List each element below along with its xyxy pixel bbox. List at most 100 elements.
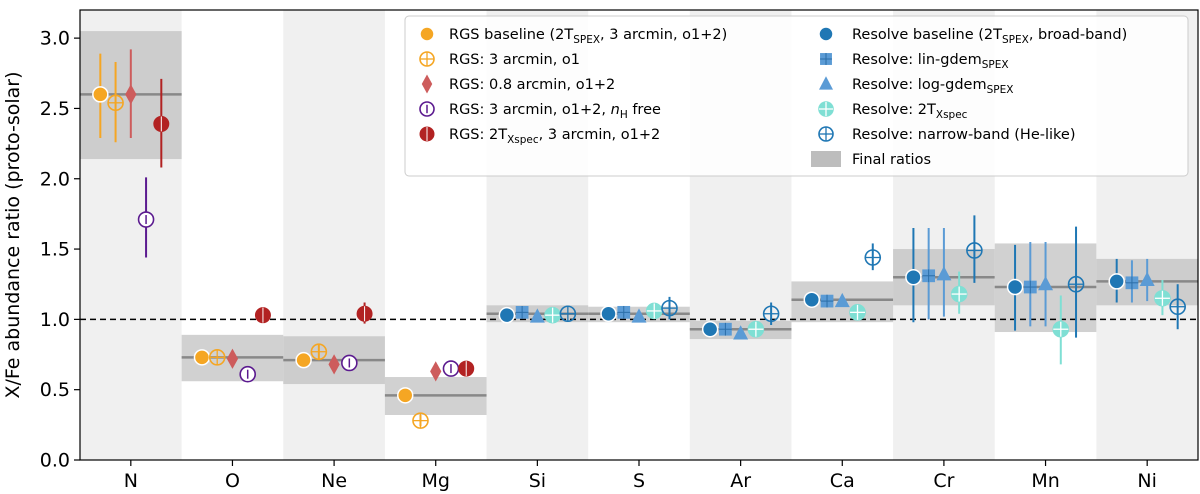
legend-entry-right-1 (820, 53, 832, 65)
series-7 (529, 227, 1155, 340)
legend-entry-right-2 (819, 76, 833, 90)
marker (396, 387, 414, 404)
series-2 (125, 49, 442, 382)
data-point-Ar (747, 320, 765, 338)
legend-label-text: Resolve baseline (2T (852, 27, 1002, 43)
y-tick-label: 0.0 (40, 450, 70, 472)
marker (226, 348, 239, 369)
legend-label: RGS: 3 arcmin, o1+2, nH free (449, 102, 661, 121)
data-point-Ar (762, 302, 780, 325)
legend-label-subscript: SPEX (987, 84, 1014, 96)
data-points (92, 49, 1186, 429)
series-3 (137, 177, 460, 383)
legend-entry-left-2 (421, 74, 433, 94)
data-point-O (226, 348, 239, 369)
legend-label-subscript: Xspec (936, 109, 968, 121)
x-tick-label-Ca: Ca (830, 470, 855, 492)
marker (701, 320, 719, 338)
data-point-Ne (310, 343, 328, 361)
legend-label-text: Resolve: lin-gdem (852, 52, 982, 68)
data-point-Ni (1154, 280, 1171, 316)
data-point-Ca (834, 292, 850, 308)
legend-label-text: Final ratios (852, 152, 931, 168)
legend-label: Resolve: lin-gdemSPEX (852, 52, 1009, 71)
data-point-S (600, 305, 617, 322)
data-point-Ca (803, 291, 821, 308)
data-point-Ar (719, 322, 732, 336)
data-point-Ar (701, 320, 719, 338)
legend-label-text: RGS: 0.8 arcmin, o1+2 (449, 77, 615, 93)
data-point-N (92, 53, 109, 138)
legend-label: RGS: 3 arcmin, o1 (449, 52, 580, 68)
data-point-Si (498, 306, 516, 324)
legend-label-tail: , 3 arcmin, o1+2 (539, 127, 661, 143)
legend-entry-left-4 (419, 126, 435, 142)
data-point-O (239, 365, 256, 383)
marker (498, 306, 516, 324)
marker (819, 76, 833, 90)
data-point-Cr (936, 227, 952, 317)
band-Ne (283, 10, 385, 460)
legend: RGS baseline (2TSPEX, 3 arcmin, o1+2)RGS… (404, 15, 1189, 177)
legend-label: Final ratios (852, 152, 931, 168)
data-point-Si (544, 306, 561, 324)
data-point-S (617, 305, 631, 319)
data-point-Cr (950, 271, 968, 314)
legend-label-text: Resolve: 2T (852, 102, 936, 118)
legend-label: Resolve baseline (2TSPEX, broad-band) (852, 27, 1127, 46)
series-6 (515, 227, 1139, 336)
legend-entry-left-1 (419, 51, 435, 67)
x-tick-label-O: O (225, 470, 240, 492)
legend-label: Resolve: 2TXspec (852, 102, 968, 121)
data-point-Mg (458, 360, 475, 377)
marker (905, 268, 922, 286)
y-tick-label: 3.0 (40, 28, 70, 50)
data-point-N (153, 78, 170, 168)
marker (125, 84, 137, 105)
y-tick-label: 0.5 (40, 379, 70, 401)
marker (803, 291, 821, 308)
legend-label-text: Resolve: log-gdem (852, 77, 987, 93)
legend-swatch (811, 151, 841, 167)
legend-label-italic: n (611, 102, 620, 118)
legend-entry-right-4 (818, 126, 834, 142)
legend-label-subscript: Xspec (507, 134, 539, 146)
legend-label-text: Resolve: narrow-band (He-like) (852, 127, 1076, 143)
data-point-Cr (922, 227, 936, 320)
legend-label-text: RGS baseline (2T (449, 27, 573, 43)
data-point-S (645, 302, 663, 320)
marker (328, 354, 340, 375)
data-point-Mn (1052, 295, 1070, 365)
marker (834, 292, 850, 308)
data-point-Ni (1169, 284, 1186, 330)
x-tick-label-Cr: Cr (933, 470, 954, 492)
legend-label: RGS baseline (2TSPEX, 3 arcmin, o1+2) (449, 27, 727, 46)
data-point-Mg (442, 360, 460, 377)
data-point-O (254, 307, 271, 324)
data-point-Si (559, 305, 577, 323)
marker (529, 308, 545, 323)
data-point-N (107, 62, 124, 143)
series-8 (544, 271, 1171, 365)
data-point-Ne (356, 302, 373, 324)
legend-label-text: RGS: 3 arcmin, o1 (449, 52, 580, 68)
data-point-Ni (1108, 258, 1125, 303)
legend-label-tail: , broad-band) (1029, 27, 1127, 43)
data-point-Ar (733, 325, 749, 340)
data-point-O (193, 349, 211, 366)
y-axis-label: X/Fe abundance ratio (proto-solar) (2, 71, 24, 398)
data-point-N (137, 177, 155, 258)
legend-label: Resolve: narrow-band (He-like) (852, 127, 1076, 143)
data-point-Ca (820, 294, 834, 308)
data-point-Mn (1023, 242, 1037, 327)
marker (193, 349, 211, 366)
axes: 0.0 0.5 1.0 1.5 2.0 2.5 3.0 N O Ne Mg Si S Ar Ca Cr Mn Ni (40, 9, 1199, 492)
legend-frame (404, 15, 1189, 177)
data-point-Mn (1006, 244, 1024, 331)
data-point-Mg (412, 412, 429, 429)
data-point-Si (515, 305, 529, 319)
legend-label: Resolve: log-gdemSPEX (852, 77, 1013, 96)
series-0 (92, 53, 414, 404)
x-tick-label-Si: Si (529, 470, 546, 492)
